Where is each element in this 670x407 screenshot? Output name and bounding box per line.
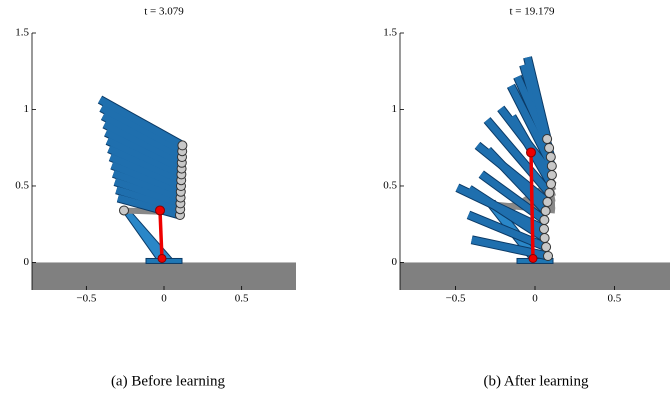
joint (177, 140, 188, 151)
y-tick-label: 0.5 (15, 180, 29, 192)
stance-leg (529, 152, 535, 260)
joint (539, 224, 550, 234)
joint (542, 134, 553, 144)
joint (545, 152, 556, 162)
panel: t = 19.179 0 0.5 1 1.5 −0.5 0 0.5 (b) After lear… (383, 6, 670, 389)
body-link-fill (112, 170, 182, 201)
y-tick-label: 0 (24, 256, 30, 268)
body-link-fill (115, 186, 182, 213)
y-tick-label: 0.5 (383, 180, 397, 192)
caption: (b) After learning (484, 373, 589, 389)
body-link-fill (110, 161, 183, 196)
knee-joint (119, 205, 129, 216)
body-link-fill (99, 104, 184, 155)
x-tick-label: −0.5 (76, 293, 96, 305)
joint (544, 188, 555, 198)
body-link-fill (497, 106, 555, 178)
body-link-fill (102, 121, 184, 166)
x-tick-label: 0.5 (235, 293, 249, 305)
body-link-fill (98, 96, 185, 149)
x-tick-label: 0 (161, 293, 167, 305)
joint (543, 251, 553, 261)
body-link-fill (101, 112, 184, 161)
joint (546, 161, 557, 171)
joint (541, 242, 552, 252)
y-tick-label: 1.5 (15, 27, 29, 39)
ground (400, 262, 670, 290)
ankle-joint (157, 253, 167, 263)
joint (539, 215, 550, 225)
body-link-fill (109, 153, 183, 190)
body-link-fill (104, 129, 184, 172)
y-tick-label: 1.5 (383, 27, 397, 39)
joint (540, 206, 551, 216)
panel-title: t = 19.179 (509, 6, 555, 18)
body-link-fill (470, 236, 549, 260)
body-link-fill (507, 84, 555, 168)
joint (546, 179, 557, 189)
caption: (a) Before learning (111, 373, 226, 389)
y-tick-label: 1 (24, 103, 30, 115)
body-link-fill (117, 194, 181, 219)
hip-joint (526, 147, 536, 158)
x-tick-label: 0 (532, 293, 538, 305)
joint (546, 170, 557, 180)
body-link-fill (455, 184, 546, 233)
hip-joint (155, 205, 165, 216)
body-link-fill (524, 56, 551, 140)
ankle-joint (528, 253, 538, 263)
body-link-fill (484, 117, 553, 196)
leg-link (121, 209, 174, 259)
y-tick-label: 0 (392, 256, 398, 268)
panel: t = 3.079 0 0.5 1 1.5 −0.5 0 0.5 (a) Before lear… (15, 6, 296, 389)
body-link-fill (107, 145, 183, 184)
panel-title: t = 3.079 (144, 6, 184, 18)
y-tick-label: 1 (392, 103, 398, 115)
joint (539, 233, 550, 243)
body-link-fill (106, 137, 183, 178)
stance-leg (158, 210, 164, 260)
joint (542, 197, 553, 207)
body-link-fill (475, 142, 550, 205)
x-tick-label: −0.5 (446, 293, 466, 305)
x-tick-label: 0.5 (608, 293, 622, 305)
ground (32, 262, 296, 290)
joint (544, 143, 555, 153)
body-link-fill (113, 178, 182, 207)
